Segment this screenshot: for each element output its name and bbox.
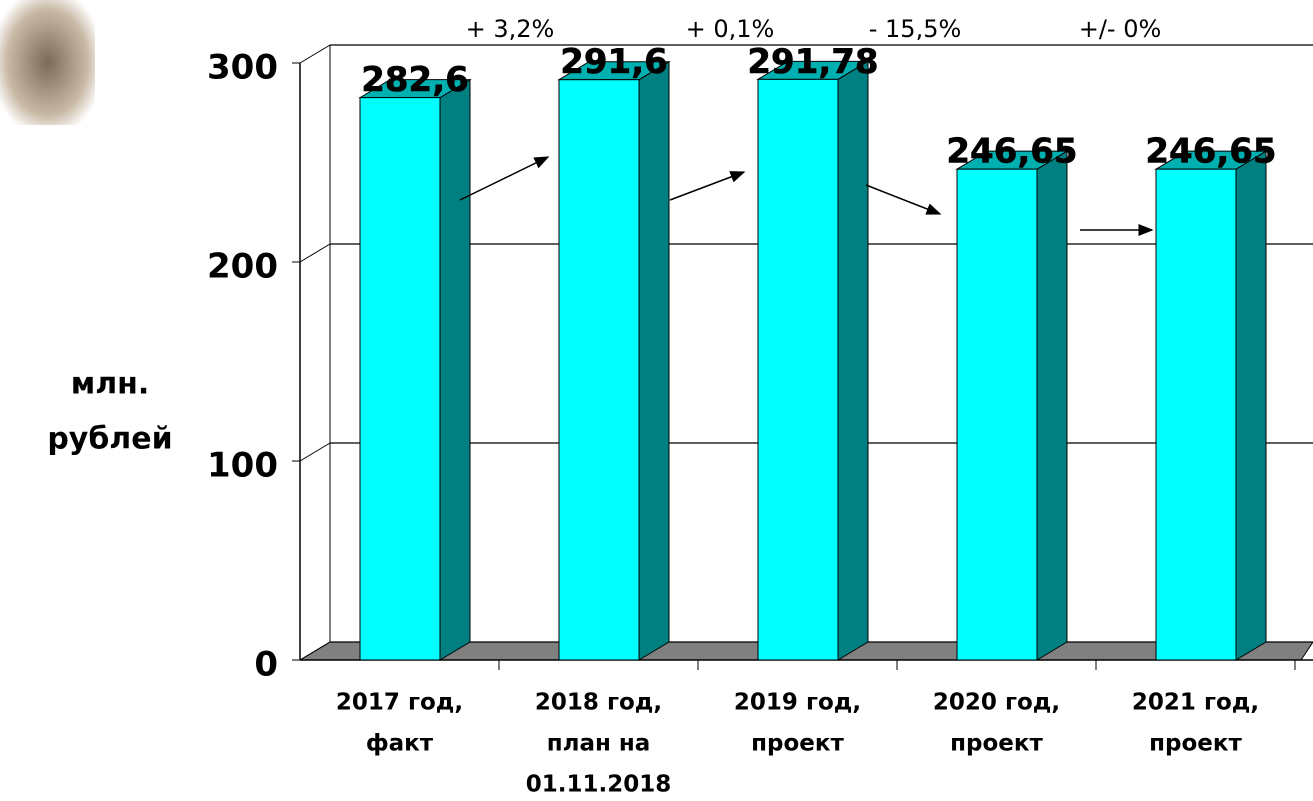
y-tick-label: 100: [207, 446, 278, 486]
x-tick-label: 2017 год,: [336, 690, 463, 716]
y-axis-label: млн.: [71, 367, 150, 402]
y-axis-label: рублей: [47, 422, 172, 457]
trend-arrows: [459, 156, 1154, 236]
grid-diagonal: [299, 243, 331, 263]
y-tick-label: 0: [254, 645, 278, 685]
y-tick-label: 300: [207, 48, 278, 88]
grid-diagonal: [299, 442, 331, 462]
bar-side: [1235, 150, 1267, 661]
grid-diagonal: [299, 641, 331, 661]
bar-side: [439, 78, 471, 661]
x-tick-label: 2018 год,: [535, 690, 662, 716]
x-tick-label: 2021 год,: [1132, 690, 1259, 716]
bar: [558, 79, 640, 661]
bar-side: [837, 60, 869, 661]
value-label: 246,65: [946, 132, 1077, 172]
bar: [757, 78, 839, 661]
x-tick-label: план на: [547, 731, 651, 757]
x-tick-label: проект: [1149, 731, 1242, 757]
x-tick-label: 01.11.2018: [526, 772, 672, 798]
x-tick-label: 2020 год,: [933, 690, 1060, 716]
x-tick-label: проект: [950, 731, 1043, 757]
x-tick-label: факт: [366, 731, 434, 757]
bar: [956, 168, 1038, 661]
bar: [1155, 168, 1237, 661]
bar-side: [1036, 150, 1068, 661]
change-annotation: - 15,5%: [869, 15, 962, 43]
x-tick-label: проект: [751, 731, 844, 757]
change-annotation: +/- 0%: [1079, 15, 1162, 43]
change-annotation: + 3,2%: [466, 15, 555, 43]
value-label: 291,6: [560, 42, 668, 82]
y-tick-label: 200: [207, 247, 278, 287]
bar: [359, 97, 441, 661]
change-annotation: + 0,1%: [686, 15, 775, 43]
photo: [0, 0, 95, 125]
value-label: 282,6: [361, 60, 469, 100]
value-label: 246,65: [1145, 132, 1276, 172]
grid-diagonal: [299, 44, 331, 64]
value-label: 291,78: [747, 42, 878, 82]
x-tick-label: 2019 год,: [734, 690, 861, 716]
bar-side: [638, 60, 670, 661]
